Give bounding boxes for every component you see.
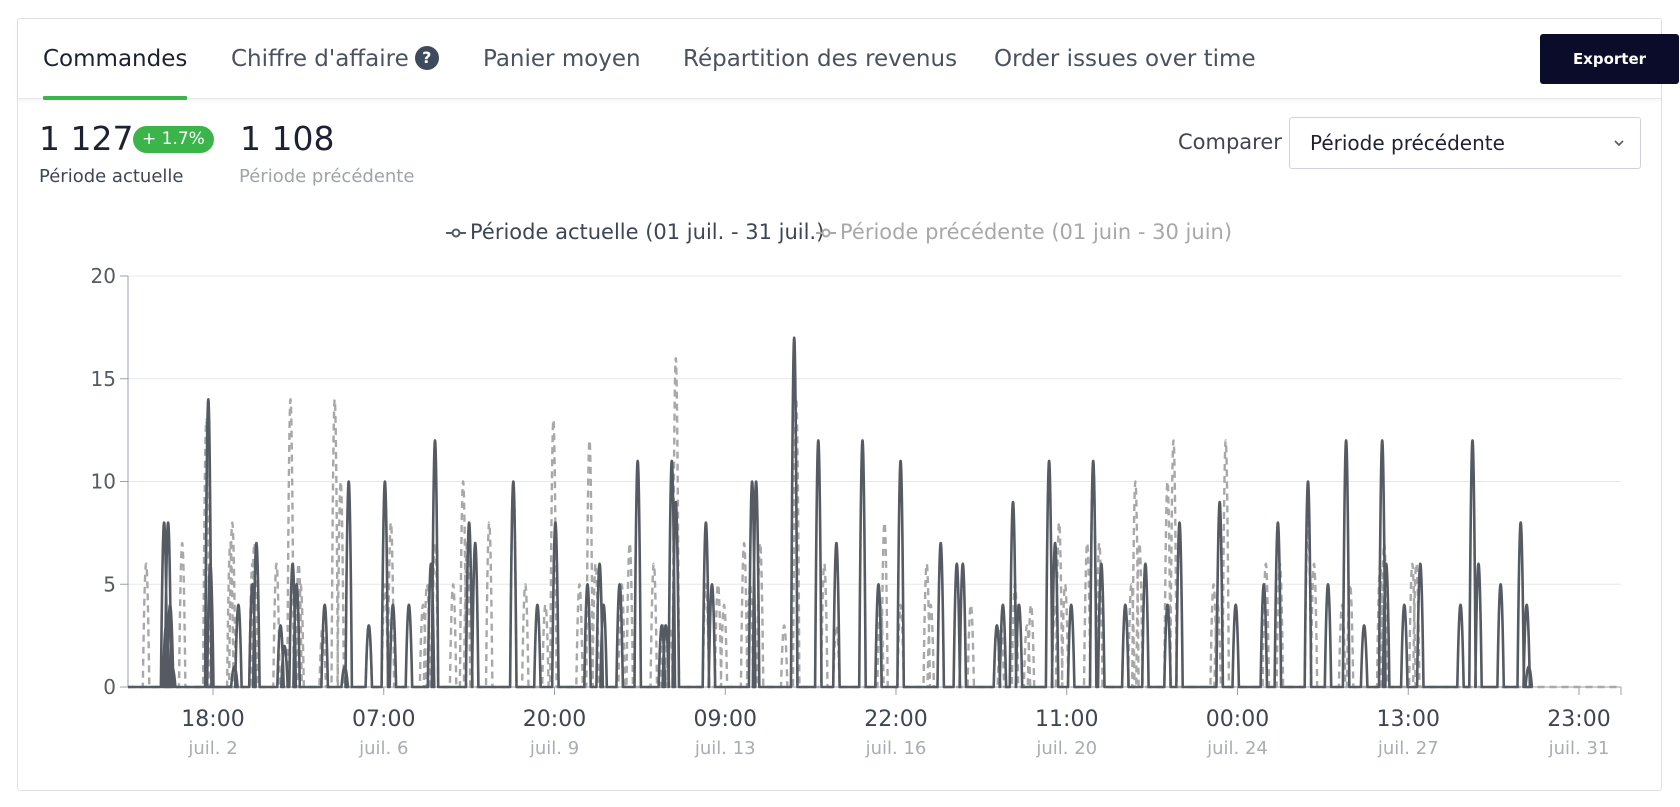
tab-commandes[interactable]: Commandes xyxy=(43,19,188,100)
chart-legend: Période actuelle (01 juil. - 31 juil.) P… xyxy=(0,220,1680,250)
x-tick-label-time: 11:00 xyxy=(1035,707,1098,732)
tab-label: Commandes xyxy=(43,46,188,72)
current-period-label: Période actuelle xyxy=(39,166,184,187)
series-line-previous xyxy=(128,357,1621,689)
legend-label: Période actuelle (01 juil. - 31 juil.) xyxy=(470,220,825,244)
x-tick-label-date: juil. 31 xyxy=(1548,738,1610,759)
x-tick-label-date: juil. 24 xyxy=(1206,738,1268,759)
change-badge: + 1.7% xyxy=(133,126,214,153)
legend-line-icon xyxy=(446,228,466,238)
legend-line-icon xyxy=(816,228,836,238)
tab-label: Répartition des revenus xyxy=(683,46,958,72)
x-tick-label-date: juil. 16 xyxy=(865,738,927,759)
tab-panier-moyen[interactable]: Panier moyen xyxy=(483,19,641,99)
x-tick-label-time: 00:00 xyxy=(1206,707,1269,732)
export-button[interactable]: Exporter xyxy=(1540,34,1679,84)
legend-item-previous[interactable]: Période précédente (01 juin - 30 juin) xyxy=(816,220,1232,244)
tab-label: Order issues over time xyxy=(994,46,1256,72)
compare-label: Comparer xyxy=(1178,130,1282,154)
tab-label: Chiffre d'affaire xyxy=(231,46,409,72)
tab-bar: Commandes Chiffre d'affaire? Panier moye… xyxy=(18,19,1679,100)
x-tick-label-date: juil. 2 xyxy=(187,738,237,759)
chevron-down-icon xyxy=(1614,140,1624,147)
tab-order-issues[interactable]: Order issues over time xyxy=(994,19,1256,99)
tab-label: Panier moyen xyxy=(483,46,641,72)
y-tick-label: 0 xyxy=(103,675,116,699)
x-tick-label-time: 22:00 xyxy=(864,707,927,732)
x-tick-label-date: juil. 20 xyxy=(1035,738,1097,759)
x-tick-label-time: 20:00 xyxy=(523,707,586,732)
tab-repartition-revenus[interactable]: Répartition des revenus xyxy=(683,19,957,99)
x-tick-label-time: 07:00 xyxy=(352,707,415,732)
legend-item-current[interactable]: Période actuelle (01 juil. - 31 juil.) xyxy=(446,220,824,244)
y-tick-label: 10 xyxy=(91,470,116,494)
x-tick-label-time: 13:00 xyxy=(1377,707,1440,732)
previous-period-label: Période précédente xyxy=(239,166,415,187)
x-tick-label-date: juil. 27 xyxy=(1377,738,1439,759)
x-tick-label-time: 18:00 xyxy=(181,707,244,732)
help-icon[interactable]: ? xyxy=(414,46,439,70)
y-tick-label: 15 xyxy=(91,367,116,391)
legend-label: Période précédente (01 juin - 30 juin) xyxy=(840,220,1233,244)
previous-period-value: 1 108 xyxy=(240,119,335,158)
x-tick-label-time: 23:00 xyxy=(1547,707,1610,732)
compare-select[interactable]: Période précédente xyxy=(1289,117,1641,169)
series-line-current xyxy=(128,336,1534,689)
y-tick-label: 20 xyxy=(91,264,116,288)
x-tick-label-time: 09:00 xyxy=(694,707,757,732)
x-tick-label-date: juil. 6 xyxy=(358,738,408,759)
compare-select-value: Période précédente xyxy=(1310,131,1505,155)
current-period-value: 1 127 xyxy=(39,119,134,158)
x-tick-label-date: juil. 9 xyxy=(529,738,579,759)
x-tick-label-date: juil. 13 xyxy=(694,738,756,759)
tab-chiffre-affaire[interactable]: Chiffre d'affaire? xyxy=(231,19,439,99)
y-tick-label: 5 xyxy=(103,572,116,596)
